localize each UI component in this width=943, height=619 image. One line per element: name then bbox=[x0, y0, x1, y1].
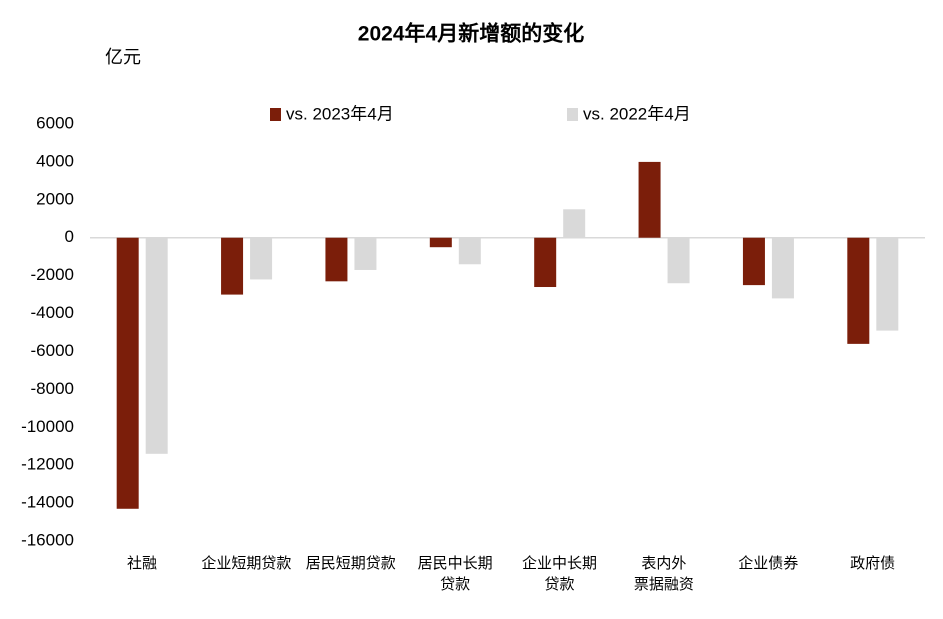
y-tick-label: -16000 bbox=[21, 530, 74, 549]
bar bbox=[221, 237, 244, 295]
bar bbox=[145, 237, 168, 454]
x-tick-label: 企业中长期 贷款 bbox=[521, 555, 597, 593]
x-tick-label: 政府债 bbox=[850, 555, 896, 572]
bar bbox=[429, 237, 452, 248]
x-tick-label: 表内外 票据融资 bbox=[633, 555, 694, 593]
bar bbox=[458, 237, 481, 265]
bar bbox=[563, 209, 586, 238]
legend-swatch bbox=[567, 108, 578, 121]
y-tick-label: -2000 bbox=[31, 265, 74, 284]
bar bbox=[638, 161, 661, 238]
bar bbox=[250, 237, 273, 280]
y-tick-label: -6000 bbox=[31, 341, 74, 360]
bar bbox=[534, 237, 557, 288]
y-axis-label: 亿元 bbox=[105, 47, 141, 67]
bar bbox=[325, 237, 348, 282]
bar bbox=[667, 237, 690, 284]
y-tick-label: -4000 bbox=[31, 303, 74, 322]
x-tick-label: 居民短期贷款 bbox=[305, 555, 396, 572]
x-tick-label: 企业债券 bbox=[738, 555, 799, 572]
x-tick-label: 企业短期贷款 bbox=[201, 555, 292, 572]
y-tick-label: -8000 bbox=[31, 379, 74, 398]
bar bbox=[116, 237, 139, 509]
legend-swatch bbox=[270, 108, 281, 121]
y-tick-label: -10000 bbox=[21, 417, 74, 436]
y-tick-label: 2000 bbox=[36, 189, 74, 208]
bar bbox=[771, 237, 794, 299]
legend-label: vs. 2022年4月 bbox=[583, 104, 691, 123]
bar bbox=[876, 237, 899, 331]
y-tick-label: -14000 bbox=[21, 493, 74, 512]
y-tick-label: -12000 bbox=[21, 455, 74, 474]
x-tick-label: 社融 bbox=[126, 555, 157, 572]
legend-label: vs. 2023年4月 bbox=[286, 104, 394, 123]
bar bbox=[847, 237, 870, 344]
x-tick-label: 居民中长期 贷款 bbox=[417, 555, 493, 593]
y-tick-label: 0 bbox=[65, 227, 74, 246]
chart-title: 2024年4月新增额的变化 bbox=[358, 22, 584, 46]
bar bbox=[742, 237, 765, 286]
y-tick-label: 4000 bbox=[36, 151, 74, 170]
bar bbox=[354, 237, 377, 270]
y-tick-label: 6000 bbox=[36, 113, 74, 132]
